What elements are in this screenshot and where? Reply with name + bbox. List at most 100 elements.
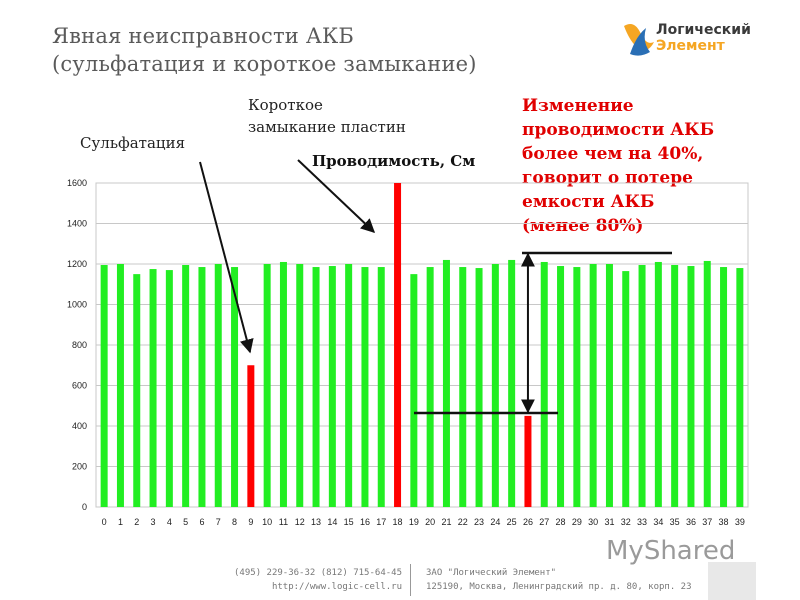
bar [410, 274, 418, 507]
annotation-red-line: Изменение [522, 96, 634, 116]
bar [361, 267, 369, 507]
x-tick-label: 34 [653, 517, 663, 527]
y-tick-label: 1000 [67, 300, 87, 310]
y-tick-label: 200 [72, 462, 87, 472]
x-tick-label: 25 [507, 517, 517, 527]
x-tick-label: 10 [262, 517, 272, 527]
y-tick-label: 1200 [67, 259, 87, 269]
watermark-logo: MyShared [606, 536, 736, 566]
company-logo-icon [624, 24, 654, 56]
x-tick-label: 28 [556, 517, 566, 527]
bar [100, 265, 108, 507]
bar [687, 266, 695, 507]
x-tick-label: 2 [134, 517, 139, 527]
bar [703, 260, 711, 507]
bar [426, 267, 434, 507]
y-tick-label: 800 [72, 340, 87, 350]
faulty-bar [394, 183, 402, 507]
bar [165, 270, 173, 507]
x-tick-label: 35 [670, 517, 680, 527]
y-tick-label: 1400 [67, 219, 87, 229]
x-tick-label: 27 [539, 517, 549, 527]
x-tick-label: 31 [604, 517, 614, 527]
x-tick-label: 30 [588, 517, 598, 527]
bar [720, 267, 728, 507]
y-tick-label: 1600 [67, 178, 87, 188]
x-tick-label: 5 [183, 517, 188, 527]
footer-contacts: (495) 229-36-32 (812) 715-64-45 http://w… [200, 566, 402, 594]
x-tick-label: 9 [248, 517, 253, 527]
bar [296, 264, 304, 507]
x-tick-label: 17 [376, 517, 386, 527]
x-tick-label: 13 [311, 517, 321, 527]
annotation-sulfation: Сульфатация [80, 134, 186, 152]
bar [345, 264, 353, 507]
x-tick-label: 6 [199, 517, 204, 527]
chart-title: Проводимость, См [312, 152, 476, 170]
x-tick-label: 26 [523, 517, 533, 527]
faulty-bar [524, 415, 532, 507]
footer-divider [410, 564, 411, 596]
x-tick-label: 0 [102, 517, 107, 527]
footer-company-info: ЗАО "Логический Элемент" 125190, Москва,… [426, 566, 692, 594]
bar [638, 265, 646, 507]
bar [231, 267, 239, 507]
bar [508, 259, 516, 507]
x-tick-label: 1 [118, 517, 123, 527]
x-tick-label: 3 [151, 517, 156, 527]
footer-phone: (495) 229-36-32 (812) 715-64-45 [234, 568, 402, 578]
footer-url: http://www.logic-cell.ru [271, 582, 402, 592]
corner-block [708, 562, 756, 600]
short-circuit-arrow [297, 159, 376, 233]
x-tick-label: 38 [719, 517, 729, 527]
bar [328, 266, 336, 507]
x-tick-label: 4 [167, 517, 172, 527]
x-tick-label: 16 [360, 517, 370, 527]
annotation-red-line: более чем на 40%, [522, 144, 704, 164]
bar [312, 267, 320, 507]
slide-title: Явная неисправности АКБ (сульфатация и к… [52, 22, 477, 78]
x-tick-label: 37 [702, 517, 712, 527]
faulty-bar [247, 365, 255, 507]
x-tick-label: 12 [295, 517, 305, 527]
footer-address: 125190, Москва, Ленинградский пр. д. 80,… [426, 582, 692, 592]
annotation-short-line2: замыкание пластин [248, 118, 406, 136]
sulfation-arrow [199, 161, 254, 354]
logo-line2: Элемент [656, 38, 725, 54]
slide-title-line1: Явная неисправности АКБ [52, 24, 355, 48]
x-tick-label: 36 [686, 517, 696, 527]
bar [540, 261, 548, 507]
x-tick-label: 19 [409, 517, 419, 527]
annotation-red-line: (менее 80%) [522, 216, 644, 236]
bar [573, 267, 581, 507]
x-tick-label: 23 [474, 517, 484, 527]
bar [198, 267, 206, 507]
x-tick-label: 39 [735, 517, 745, 527]
bar [459, 267, 467, 507]
x-tick-label: 15 [344, 517, 354, 527]
x-tick-label: 22 [458, 517, 468, 527]
bar [491, 264, 499, 507]
slide-title-line2: (сульфатация и короткое замыкание) [52, 52, 477, 76]
x-tick-label: 8 [232, 517, 237, 527]
bar [263, 264, 271, 507]
annotation-red-line: проводимости АКБ [522, 120, 715, 140]
bar [182, 265, 190, 507]
annotation-red-line: емкости АКБ [522, 192, 655, 212]
y-tick-label: 0 [82, 502, 87, 512]
x-tick-label: 14 [327, 517, 337, 527]
x-tick-label: 7 [216, 517, 221, 527]
bar [214, 264, 222, 507]
bar [671, 265, 679, 507]
bar [149, 269, 157, 507]
logo-line1: Логический [656, 22, 751, 38]
x-tick-label: 24 [490, 517, 500, 527]
bar [133, 274, 141, 507]
bar [442, 259, 450, 507]
x-tick-label: 32 [621, 517, 631, 527]
annotation-short-line1: Короткое [248, 96, 323, 114]
bar [279, 261, 287, 507]
x-tick-label: 29 [572, 517, 582, 527]
x-tick-label: 18 [393, 517, 403, 527]
